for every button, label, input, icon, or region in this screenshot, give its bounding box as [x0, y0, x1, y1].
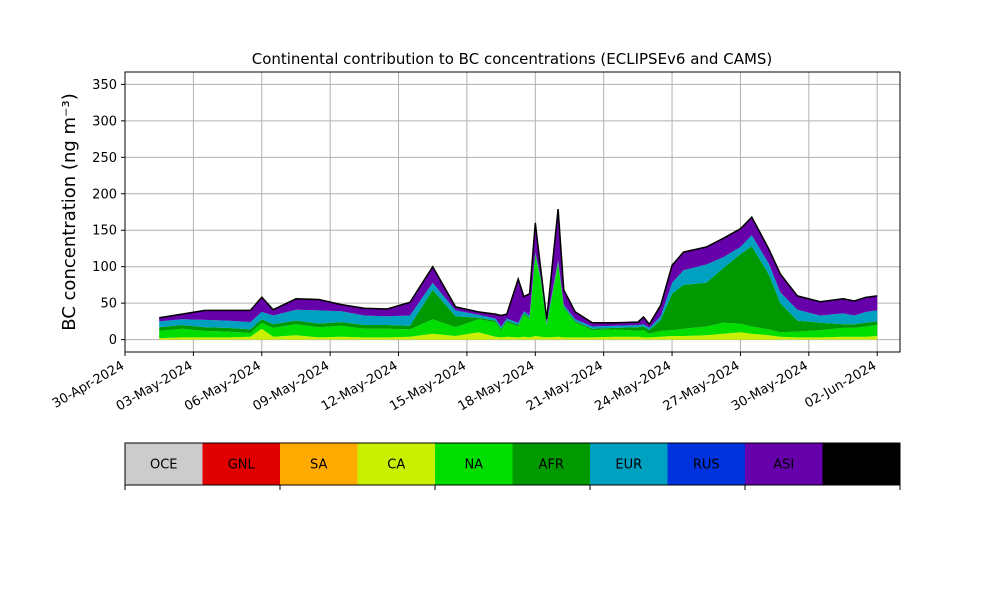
- x-tick-label: 30-May-2024: [729, 358, 811, 414]
- area-asi: [159, 209, 878, 328]
- y-axis-ticks: 0 50 100 150 200 250 300 350: [92, 78, 125, 348]
- y-axis-label: BC concentration (ng m⁻³): [59, 93, 80, 331]
- y-tick-label: 50: [100, 297, 117, 312]
- x-tick-label: 24-May-2024: [592, 358, 674, 414]
- area-eur: [159, 235, 878, 331]
- legend-swatch-ca: [357, 443, 435, 485]
- legend-swatch-aus: [822, 443, 900, 485]
- legend-label-oce: OCE: [150, 458, 178, 473]
- y-tick-label: 100: [92, 260, 117, 275]
- legend-swatch-gnl: [202, 443, 280, 485]
- legend-colorbar: OCE GNL SA CA NA AFR EUR RUS ASI AUS: [124, 442, 901, 490]
- legend-swatch-eur: [590, 443, 668, 485]
- legend-label-na: NA: [464, 458, 483, 473]
- x-tick-label: 18-May-2024: [456, 358, 538, 414]
- y-tick-label: 200: [92, 187, 117, 202]
- total-outline: [159, 209, 878, 326]
- x-tick-label: 21-May-2024: [524, 358, 606, 414]
- y-tick-label: 300: [92, 114, 117, 129]
- legend-label-afr: AFR: [539, 458, 564, 473]
- legend-swatch-na: [435, 443, 513, 485]
- legend-label-sa: SA: [310, 458, 327, 473]
- area-ca: [159, 328, 878, 340]
- x-tick-label: 09-May-2024: [250, 358, 332, 414]
- legend-label-aus: AUS: [848, 458, 875, 473]
- x-tick-label: 06-May-2024: [182, 358, 264, 414]
- legend-label-ca: CA: [387, 458, 405, 473]
- legend-label-gnl: GNL: [228, 458, 256, 473]
- y-tick-label: 150: [92, 224, 117, 239]
- legend-swatch-sa: [280, 443, 358, 485]
- x-tick-label: 12-May-2024: [319, 358, 401, 414]
- total-concentration-line: [159, 209, 878, 326]
- legend-swatch-oce: [125, 443, 203, 485]
- x-tick-label: 02-Jun-2024: [802, 358, 879, 411]
- area-afr: [159, 246, 878, 334]
- plot-frame: [124, 71, 901, 353]
- legend-swatch-asi: [745, 443, 823, 485]
- x-tick-label: 27-May-2024: [661, 358, 743, 414]
- stacked-areas: [159, 209, 878, 340]
- x-axis-ticks: 30-Apr-202403-May-202406-May-202409-May-…: [50, 352, 879, 414]
- y-tick-label: 0: [109, 333, 117, 348]
- legend-label-asi: ASI: [773, 458, 794, 473]
- legend-label-rus: RUS: [693, 458, 720, 473]
- legend-swatch-rus: [667, 443, 745, 485]
- x-tick-label: 03-May-2024: [114, 358, 196, 414]
- y-tick-label: 350: [92, 78, 117, 93]
- legend-frame: [124, 442, 901, 486]
- grid-lines: [124, 72, 900, 352]
- chart-title: Continental contribution to BC concentra…: [252, 50, 773, 68]
- x-tick-label: 15-May-2024: [387, 358, 469, 414]
- y-tick-label: 250: [92, 151, 117, 166]
- legend-swatch-afr: [512, 443, 590, 485]
- legend-label-eur: EUR: [615, 458, 642, 473]
